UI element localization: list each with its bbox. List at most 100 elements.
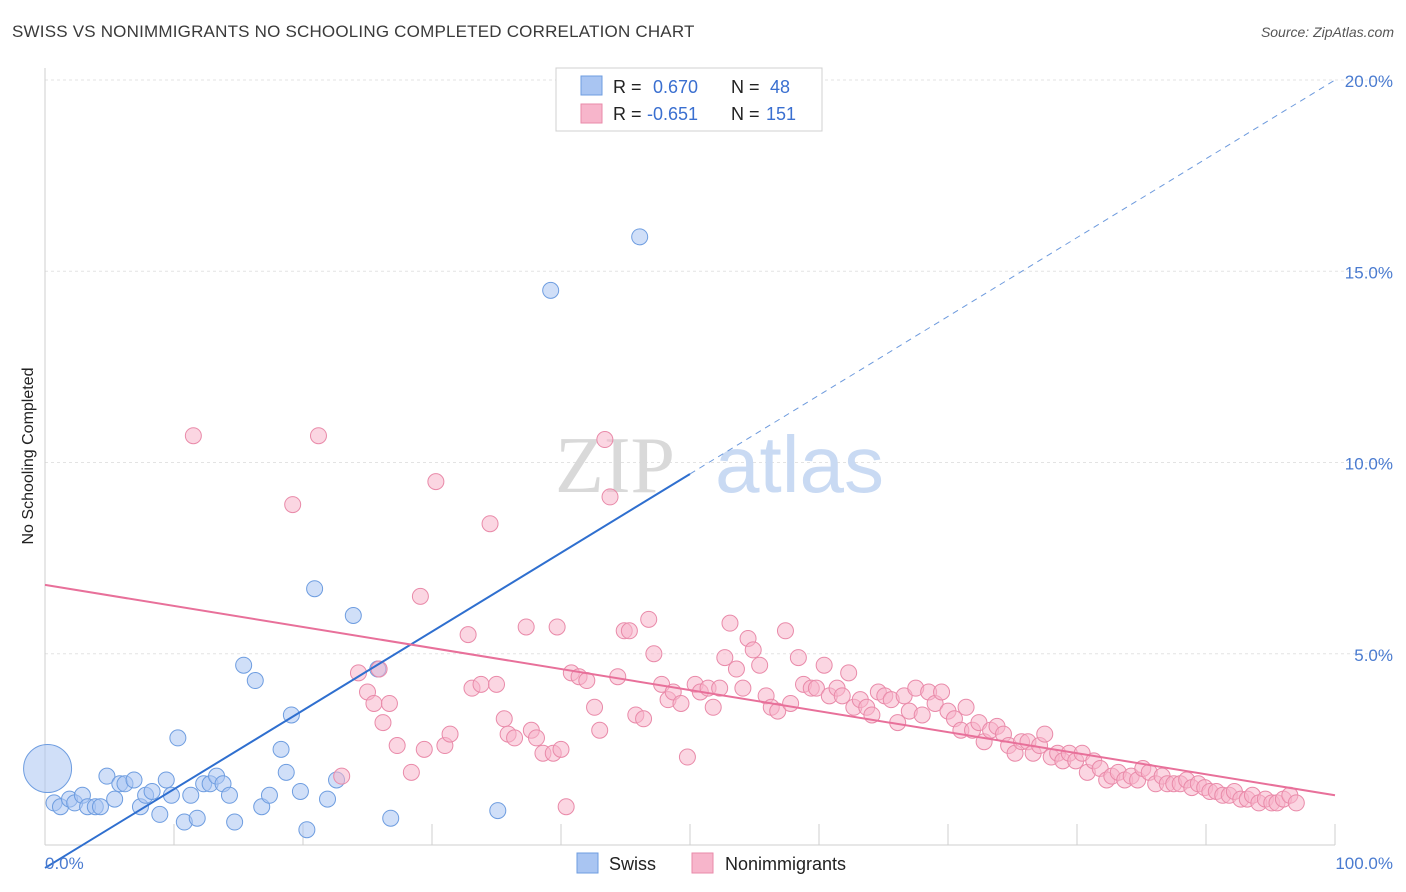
swiss-point <box>382 809 400 827</box>
nonimmigrants-point <box>459 626 477 644</box>
swiss-point <box>260 786 278 804</box>
swiss-point <box>246 672 264 690</box>
nonimmigrants-point <box>744 641 762 659</box>
nonimmigrants-point <box>591 721 609 739</box>
nonimmigrants-point <box>402 763 420 781</box>
legend-n-label-nonimmigrants: N = <box>731 104 760 124</box>
nonimmigrants-point <box>620 622 638 640</box>
nonimmigrants-point <box>957 698 975 716</box>
swiss-point <box>298 821 316 839</box>
legend-n-value-nonimmigrants: 151 <box>766 104 796 124</box>
legend-bottom-label-nonimmigrants: Nonimmigrants <box>725 854 846 874</box>
nonimmigrants-point <box>727 660 745 678</box>
y-tick-label: 10.0% <box>1345 455 1393 474</box>
nonimmigrants-point <box>184 427 202 445</box>
swiss-point <box>182 786 200 804</box>
swiss-point <box>23 744 73 793</box>
nonimmigrants-point <box>527 729 545 747</box>
swiss-trend-line <box>44 473 691 869</box>
nonimmigrants-series <box>184 427 1305 816</box>
legend-r-value-nonimmigrants: -0.651 <box>647 104 698 124</box>
swiss-point <box>291 782 309 800</box>
nonimmigrants-point <box>481 515 499 533</box>
x-tick-label-max: 100.0% <box>1335 854 1393 873</box>
legend-bottom-swatch-nonimmigrants <box>691 852 714 874</box>
legend-n-label-swiss: N = <box>731 77 760 97</box>
legend-swatch-nonimmigrants <box>580 103 603 124</box>
swiss-point <box>542 281 560 299</box>
nonimmigrants-point <box>517 618 535 636</box>
nonimmigrants-point <box>734 679 752 697</box>
gridlines <box>45 79 1393 655</box>
legend-bottom-swatch-swiss <box>576 852 599 874</box>
swiss-trend-line-dashed <box>689 79 1336 475</box>
legend-bottom-label-swiss: Swiss <box>609 854 656 874</box>
y-tick-label: 15.0% <box>1345 263 1393 282</box>
nonimmigrants-point <box>913 706 931 724</box>
legend-r-label-nonimmigrants: R = <box>613 104 642 124</box>
nonimmigrants-point <box>635 710 653 728</box>
nonimmigrants-point <box>833 687 851 705</box>
nonimmigrants-point <box>776 622 794 640</box>
legend-n-value-swiss: 48 <box>770 77 790 97</box>
swiss-point <box>125 771 143 789</box>
swiss-point <box>631 228 649 246</box>
nonimmigrants-point <box>506 729 524 747</box>
swiss-point <box>344 607 362 624</box>
nonimmigrants-point <box>548 618 566 636</box>
swiss-point <box>188 809 206 827</box>
nonimmigrants-point <box>840 664 858 682</box>
swiss-point <box>277 763 295 781</box>
nonimmigrants-point <box>472 675 490 693</box>
nonimmigrants-point <box>388 737 406 755</box>
nonimmigrants-point <box>789 649 807 667</box>
nonimmigrants-point <box>678 748 696 766</box>
y-tick-label: 20.0% <box>1345 72 1393 91</box>
trend-lines <box>44 79 1336 869</box>
legend-bottom: Swiss Nonimmigrants <box>576 852 846 874</box>
nonimmigrants-point <box>333 767 351 785</box>
nonimmigrants-point <box>411 587 429 605</box>
swiss-point <box>143 782 161 800</box>
swiss-point <box>489 802 507 820</box>
x-tick-label-min: 0.0% <box>45 854 84 873</box>
nonimmigrants-point <box>601 488 619 506</box>
swiss-point <box>272 740 290 758</box>
nonimmigrants-point <box>586 698 604 716</box>
nonimmigrants-point <box>1287 794 1305 812</box>
nonimmigrants-point <box>782 694 800 712</box>
legend-r-value-swiss: 0.670 <box>653 77 698 97</box>
legend-r-label-swiss: R = <box>613 77 642 97</box>
nonimmigrants-point <box>672 694 690 712</box>
swiss-point <box>157 771 175 789</box>
nonimmigrants-point <box>645 645 663 663</box>
nonimmigrants-point <box>751 656 769 674</box>
swiss-point <box>306 580 324 598</box>
x-axis-ticks <box>173 824 1336 845</box>
nonimmigrants-point <box>704 698 722 716</box>
swiss-point <box>226 813 244 831</box>
nonimmigrants-point <box>640 610 658 628</box>
nonimmigrants-point <box>284 496 302 514</box>
swiss-point <box>98 767 116 785</box>
source-label: Source: ZipAtlas.com <box>1260 24 1394 40</box>
nonimmigrants-point <box>309 427 327 445</box>
nonimmigrants-point <box>488 675 505 693</box>
watermark-atlas: atlas <box>715 420 884 509</box>
nonimmigrants-point <box>815 656 833 674</box>
swiss-point <box>319 790 337 808</box>
nonimmigrants-point <box>721 614 739 632</box>
nonimmigrants-point <box>716 649 734 667</box>
nonimmigrants-point <box>1036 725 1054 743</box>
nonimmigrants-point <box>711 679 729 697</box>
nonimmigrants-point <box>557 798 575 816</box>
nonimmigrants-trend-line <box>44 583 1336 797</box>
legend-swatch-swiss <box>580 75 603 96</box>
nonimmigrants-point <box>552 740 570 758</box>
nonimmigrants-point <box>769 702 787 720</box>
y-tick-labels: 5.0% 10.0% 15.0% 20.0% <box>1345 72 1393 665</box>
swiss-point <box>169 729 187 747</box>
nonimmigrants-point <box>415 740 433 758</box>
legend-top: R = 0.670 N = 48 R = -0.651 N = 151 <box>555 67 823 132</box>
